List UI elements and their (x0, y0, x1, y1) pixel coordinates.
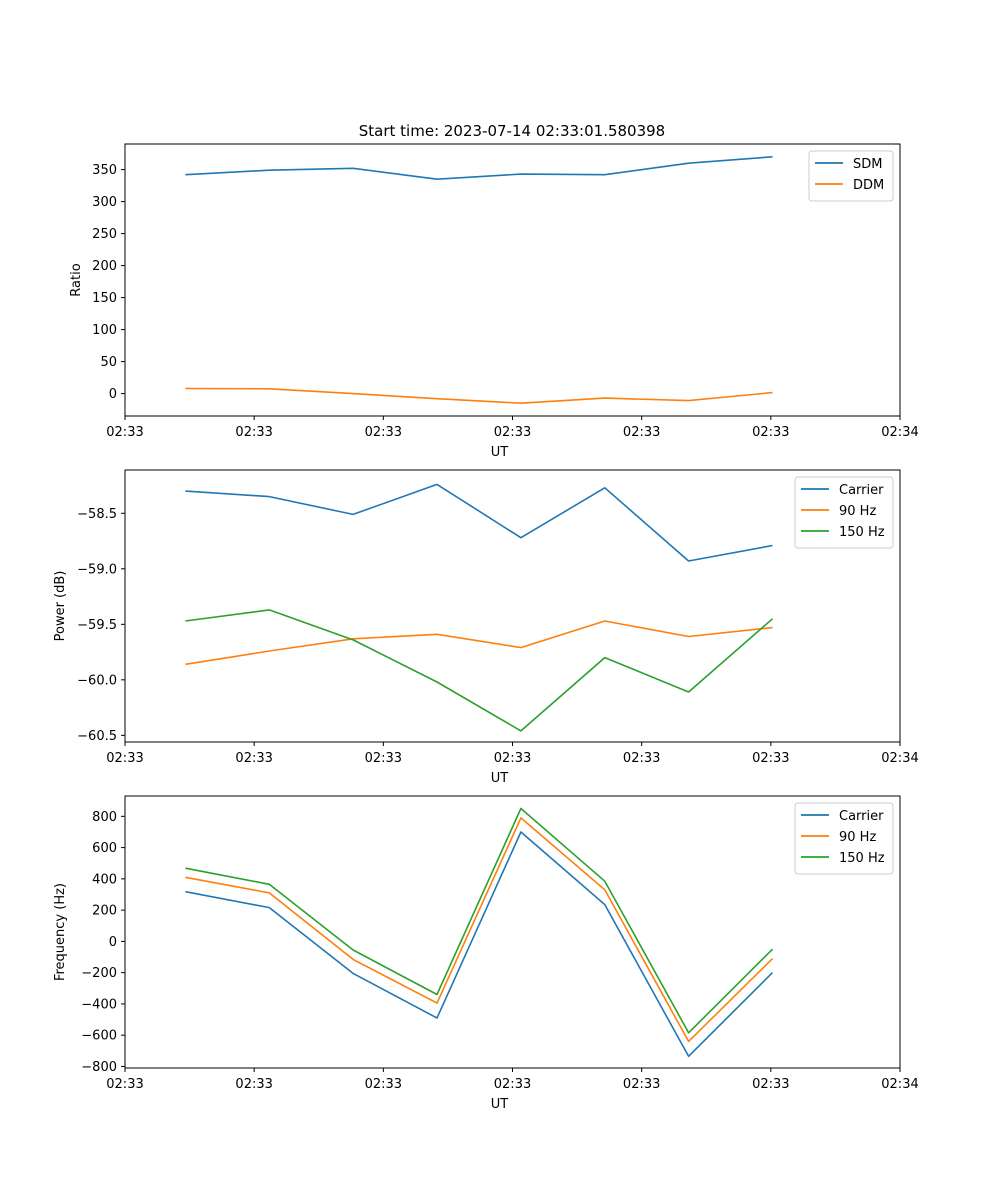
x-tick-label: 02:33 (235, 751, 272, 766)
figure-title: Start time: 2023-07-14 02:33:01.580398 (359, 122, 665, 140)
legend-label: Carrier (839, 809, 884, 824)
y-axis-label: Ratio (69, 263, 84, 296)
chart-panel-3: 02:33 02:33 02:33 02:33 02:33 02:33 02:34 −800 −… (53, 795, 919, 1112)
y-tick-label: −800 (81, 1060, 117, 1075)
series-line-150-hz (185, 609, 774, 732)
y-tick-label: 200 (92, 259, 117, 274)
chart-panel-1: 02:33 02:33 02:33 02:33 02:33 02:33 02:34 0 50 10… (69, 143, 919, 460)
x-tick-label: 02:34 (881, 1077, 918, 1092)
x-tick-label: 02:33 (752, 425, 789, 440)
legend: Carrier 90 Hz 150 Hz (794, 802, 894, 875)
x-tick-label: 02:34 (881, 751, 918, 766)
series-line-90-hz (185, 620, 773, 666)
x-tick-label: 02:33 (106, 425, 143, 440)
series-line-carrier (185, 831, 774, 1058)
chart-panel-2: 02:33 02:33 02:33 02:33 02:33 02:33 02:34 −60.5… (53, 469, 919, 786)
y-tick-label: 200 (92, 904, 117, 919)
y-tick-label: 600 (92, 841, 117, 856)
x-tick-label: 02:33 (365, 751, 402, 766)
x-tick-label: 02:33 (494, 1077, 531, 1092)
legend: SDM DDM (808, 150, 894, 202)
series-line-carrier (185, 483, 773, 562)
series-line-sdm (185, 156, 773, 180)
legend-label: 150 Hz (839, 851, 885, 866)
legend-label: DDM (853, 178, 884, 193)
y-tick-label: 250 (92, 227, 117, 242)
legend-label: SDM (853, 157, 882, 172)
y-tick-label: 800 (92, 810, 117, 825)
x-tick-label: 02:34 (881, 425, 918, 440)
series-line-90-hz (185, 817, 774, 1043)
legend-label: 90 Hz (839, 830, 876, 845)
series-line-ddm (185, 387, 773, 404)
y-tick-label: 0 (109, 935, 117, 950)
y-tick-label: 0 (109, 387, 117, 402)
y-axis-label: Power (dB) (53, 571, 68, 642)
y-tick-label: 100 (92, 323, 117, 338)
legend-label: 150 Hz (839, 525, 885, 540)
x-tick-label: 02:33 (752, 1077, 789, 1092)
legend-label: Carrier (839, 483, 884, 498)
x-tick-label: 02:33 (235, 425, 272, 440)
x-tick-label: 02:33 (494, 425, 531, 440)
y-tick-label: 400 (92, 872, 117, 887)
y-tick-label: −59.0 (77, 562, 117, 577)
y-tick-label: −60.5 (77, 729, 117, 744)
y-tick-label: 150 (92, 291, 117, 306)
y-tick-label: −400 (81, 997, 117, 1012)
legend-label: 90 Hz (839, 504, 876, 519)
x-tick-label: 02:33 (623, 425, 660, 440)
x-axis-label: UT (491, 771, 509, 786)
y-tick-label: −59.5 (77, 618, 117, 633)
legend: Carrier 90 Hz 150 Hz (794, 476, 894, 549)
x-tick-label: 02:33 (623, 751, 660, 766)
x-axis-label: UT (491, 1097, 509, 1112)
y-tick-label: 50 (100, 355, 117, 370)
y-axis-label: Frequency (Hz) (53, 883, 68, 981)
x-tick-label: 02:33 (623, 1077, 660, 1092)
x-tick-label: 02:33 (106, 751, 143, 766)
y-tick-label: 300 (92, 195, 117, 210)
y-tick-label: 350 (92, 163, 117, 178)
x-tick-label: 02:33 (365, 425, 402, 440)
x-tick-label: 02:33 (752, 751, 789, 766)
x-tick-label: 02:33 (235, 1077, 272, 1092)
x-tick-label: 02:33 (494, 751, 531, 766)
y-tick-label: −58.5 (77, 507, 117, 522)
x-axis-label: UT (491, 445, 509, 460)
y-tick-label: −600 (81, 1029, 117, 1044)
x-tick-label: 02:33 (106, 1077, 143, 1092)
series-line-150-hz (185, 807, 774, 1034)
y-tick-label: −60.0 (77, 673, 117, 688)
y-tick-label: −200 (81, 966, 117, 981)
x-tick-label: 02:33 (365, 1077, 402, 1092)
